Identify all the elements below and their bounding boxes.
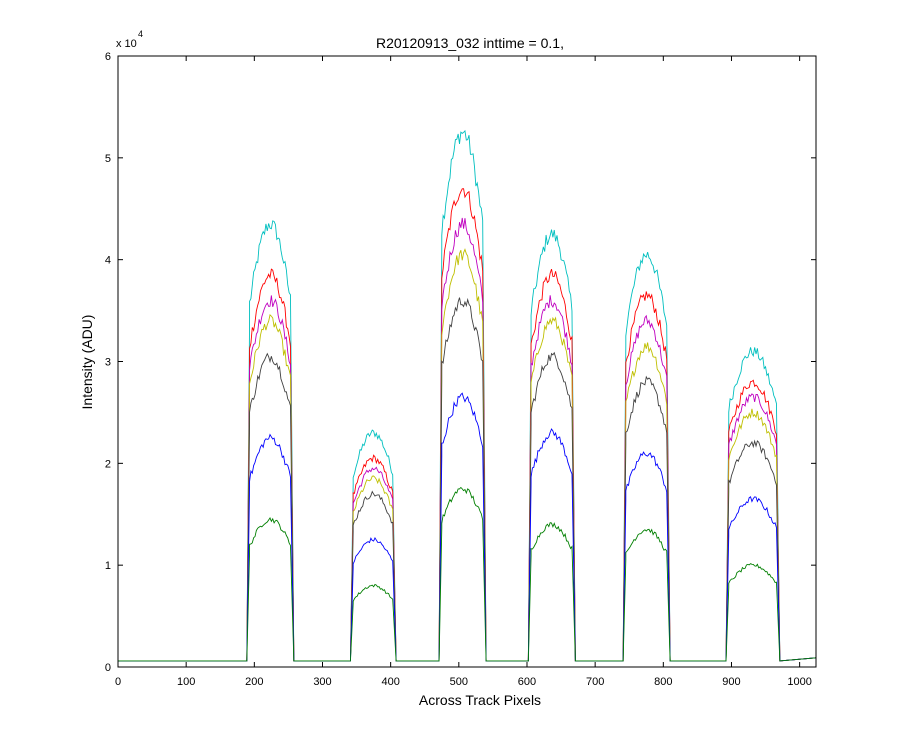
series-line-3 (118, 217, 817, 662)
x-tick-label: 500 (450, 676, 468, 688)
series-line-4 (118, 248, 817, 662)
y-tick-label: 6 (105, 51, 111, 63)
y-tick-label: 4 (105, 255, 111, 267)
y-tick-label: 0 (105, 662, 111, 674)
x-tick-label: 0 (115, 676, 121, 688)
y-axis-exponent-power: 4 (138, 29, 143, 39)
series-line-1 (118, 129, 817, 662)
x-tick-label: 700 (586, 676, 604, 688)
y-tick-label: 1 (105, 560, 111, 572)
series-line-2 (118, 188, 817, 662)
x-tick-label: 1000 (787, 676, 811, 688)
x-tick-label: 300 (313, 676, 331, 688)
y-axis-ticks: 0 1 2 3 4 5 6 (105, 51, 816, 674)
x-tick-label: 100 (177, 676, 195, 688)
plot-area-frame (117, 55, 817, 668)
series-layer (118, 129, 817, 662)
y-tick-label: 2 (105, 458, 111, 470)
x-tick-label: 400 (381, 676, 399, 688)
y-tick-label: 3 (105, 357, 111, 369)
x-axis-ticks: 0 100 200 300 400 500 600 700 800 900 1000 (115, 56, 812, 688)
x-axis-label: Across Track Pixels (419, 692, 541, 708)
series-line-6 (118, 392, 817, 662)
y-tick-label: 5 (105, 153, 111, 165)
y-axis-label: Intensity (ADU) (79, 315, 95, 410)
series-line-7 (118, 486, 817, 662)
y-axis-exponent-label: x 10 (116, 38, 137, 50)
chart-title: R20120913_032 inttime = 0.1, (376, 35, 564, 51)
x-tick-label: 900 (722, 676, 740, 688)
series-line-5 (118, 297, 817, 662)
x-tick-label: 800 (654, 676, 672, 688)
x-tick-label: 200 (245, 676, 263, 688)
x-tick-label: 600 (518, 676, 536, 688)
